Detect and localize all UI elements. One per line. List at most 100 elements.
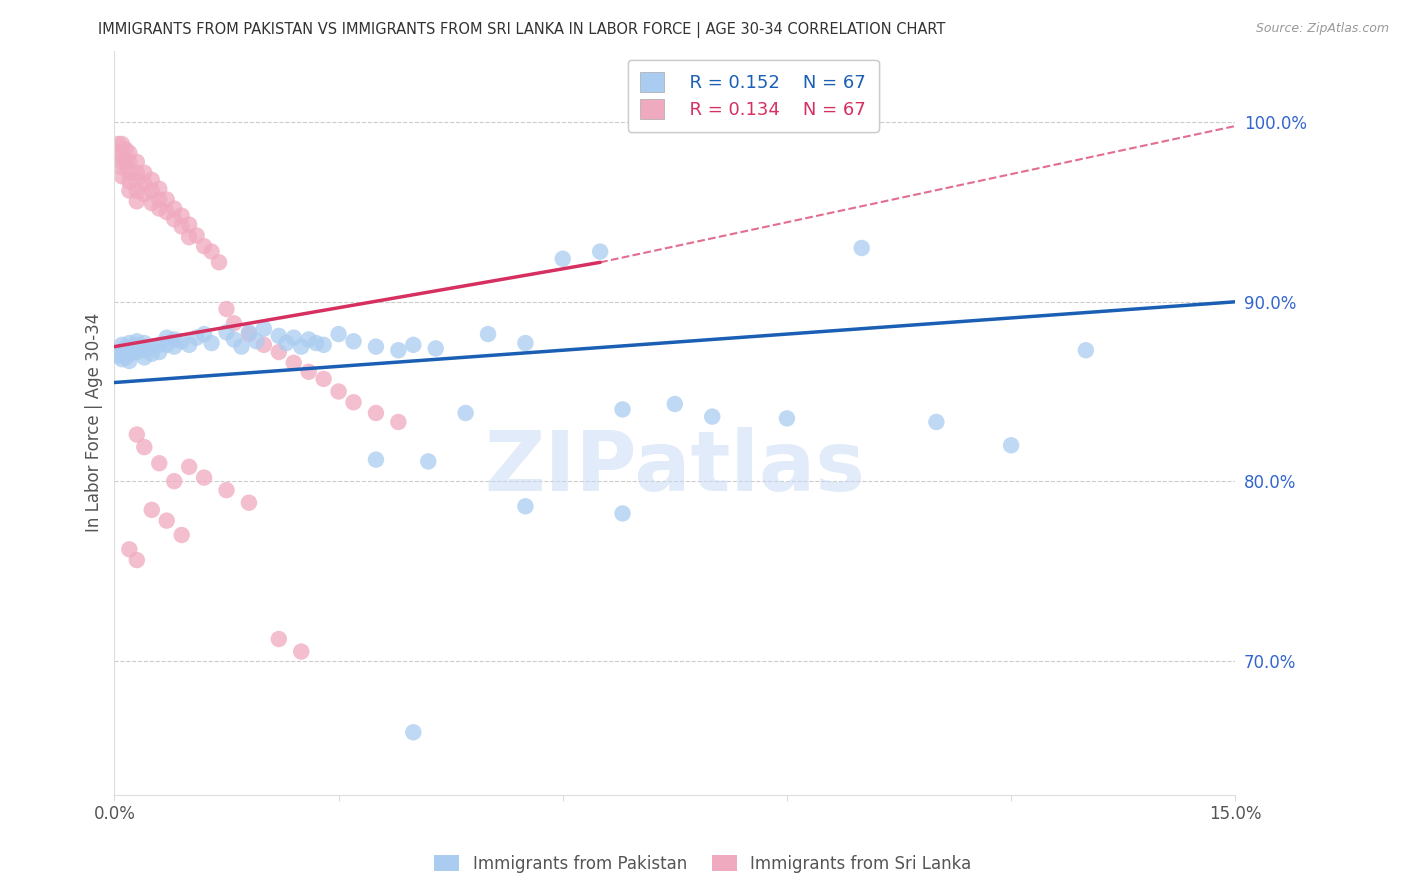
Point [141, 184, 163, 198]
Point [328, 327, 350, 342]
Point [477, 327, 499, 342]
Point [612, 507, 634, 521]
Point [125, 166, 148, 180]
Point [245, 334, 267, 349]
Point [179, 338, 201, 352]
Point [215, 326, 238, 340]
Point [267, 632, 290, 646]
Point [111, 154, 134, 169]
Point [111, 136, 134, 151]
Point [215, 301, 238, 316]
Point [179, 218, 201, 232]
Point [515, 336, 537, 351]
Point [312, 372, 335, 386]
Point [114, 340, 136, 354]
Point [454, 406, 477, 420]
Point [305, 336, 328, 351]
Point [134, 166, 156, 180]
Point [238, 496, 260, 510]
Point [298, 365, 321, 379]
Point [118, 154, 141, 169]
Point [238, 326, 260, 340]
Point [141, 347, 163, 361]
Point [170, 219, 193, 234]
Point [589, 244, 612, 259]
Point [387, 343, 409, 358]
Point [148, 202, 170, 216]
Point [170, 528, 193, 542]
Point [156, 193, 179, 207]
Point [163, 212, 186, 227]
Point [515, 500, 537, 514]
Point [290, 340, 312, 354]
Point [267, 329, 290, 343]
Point [387, 415, 409, 429]
Point [425, 342, 447, 356]
Point [402, 338, 425, 352]
Point [283, 331, 305, 345]
Point [156, 338, 179, 352]
Point [107, 349, 129, 363]
Point [114, 142, 136, 156]
Point [163, 333, 186, 347]
Point [156, 331, 179, 345]
Point [118, 175, 141, 189]
Point [148, 345, 170, 359]
Point [141, 340, 163, 354]
Point [276, 336, 298, 351]
Point [125, 173, 148, 187]
Point [222, 333, 245, 347]
Point [134, 351, 156, 365]
Point [776, 411, 799, 425]
Point [125, 338, 148, 352]
Point [222, 316, 245, 330]
Point [107, 145, 129, 160]
Point [118, 336, 141, 351]
Text: ZIPatlas: ZIPatlas [484, 427, 865, 508]
Point [186, 228, 208, 243]
Point [118, 347, 141, 361]
Point [118, 145, 141, 160]
Point [163, 202, 186, 216]
Point [200, 336, 222, 351]
Point [342, 395, 364, 409]
Point [141, 173, 163, 187]
Point [163, 474, 186, 488]
Point [125, 342, 148, 356]
Point [156, 514, 179, 528]
Point [298, 333, 321, 347]
Point [118, 354, 141, 368]
Point [118, 542, 141, 557]
Point [283, 356, 305, 370]
Point [418, 454, 440, 468]
Point [111, 169, 134, 184]
Point [134, 187, 156, 202]
Point [364, 452, 387, 467]
Point [148, 338, 170, 352]
Point [179, 459, 201, 474]
Point [402, 725, 425, 739]
Point [125, 194, 148, 209]
Point [342, 334, 364, 349]
Point [328, 384, 350, 399]
Point [125, 184, 148, 198]
Point [111, 147, 134, 161]
Text: Source: ZipAtlas.com: Source: ZipAtlas.com [1256, 22, 1389, 36]
Point [125, 553, 148, 567]
Point [1074, 343, 1097, 358]
Point [125, 427, 148, 442]
Point [193, 327, 215, 342]
Point [253, 338, 276, 352]
Point [551, 252, 574, 266]
Point [111, 345, 134, 359]
Point [148, 456, 170, 470]
Point [702, 409, 724, 424]
Point [364, 406, 387, 420]
Point [118, 343, 141, 358]
Point [111, 352, 134, 367]
Point [156, 205, 179, 219]
Point [111, 338, 134, 352]
Point [1000, 438, 1022, 452]
Point [215, 483, 238, 497]
Point [148, 193, 170, 207]
